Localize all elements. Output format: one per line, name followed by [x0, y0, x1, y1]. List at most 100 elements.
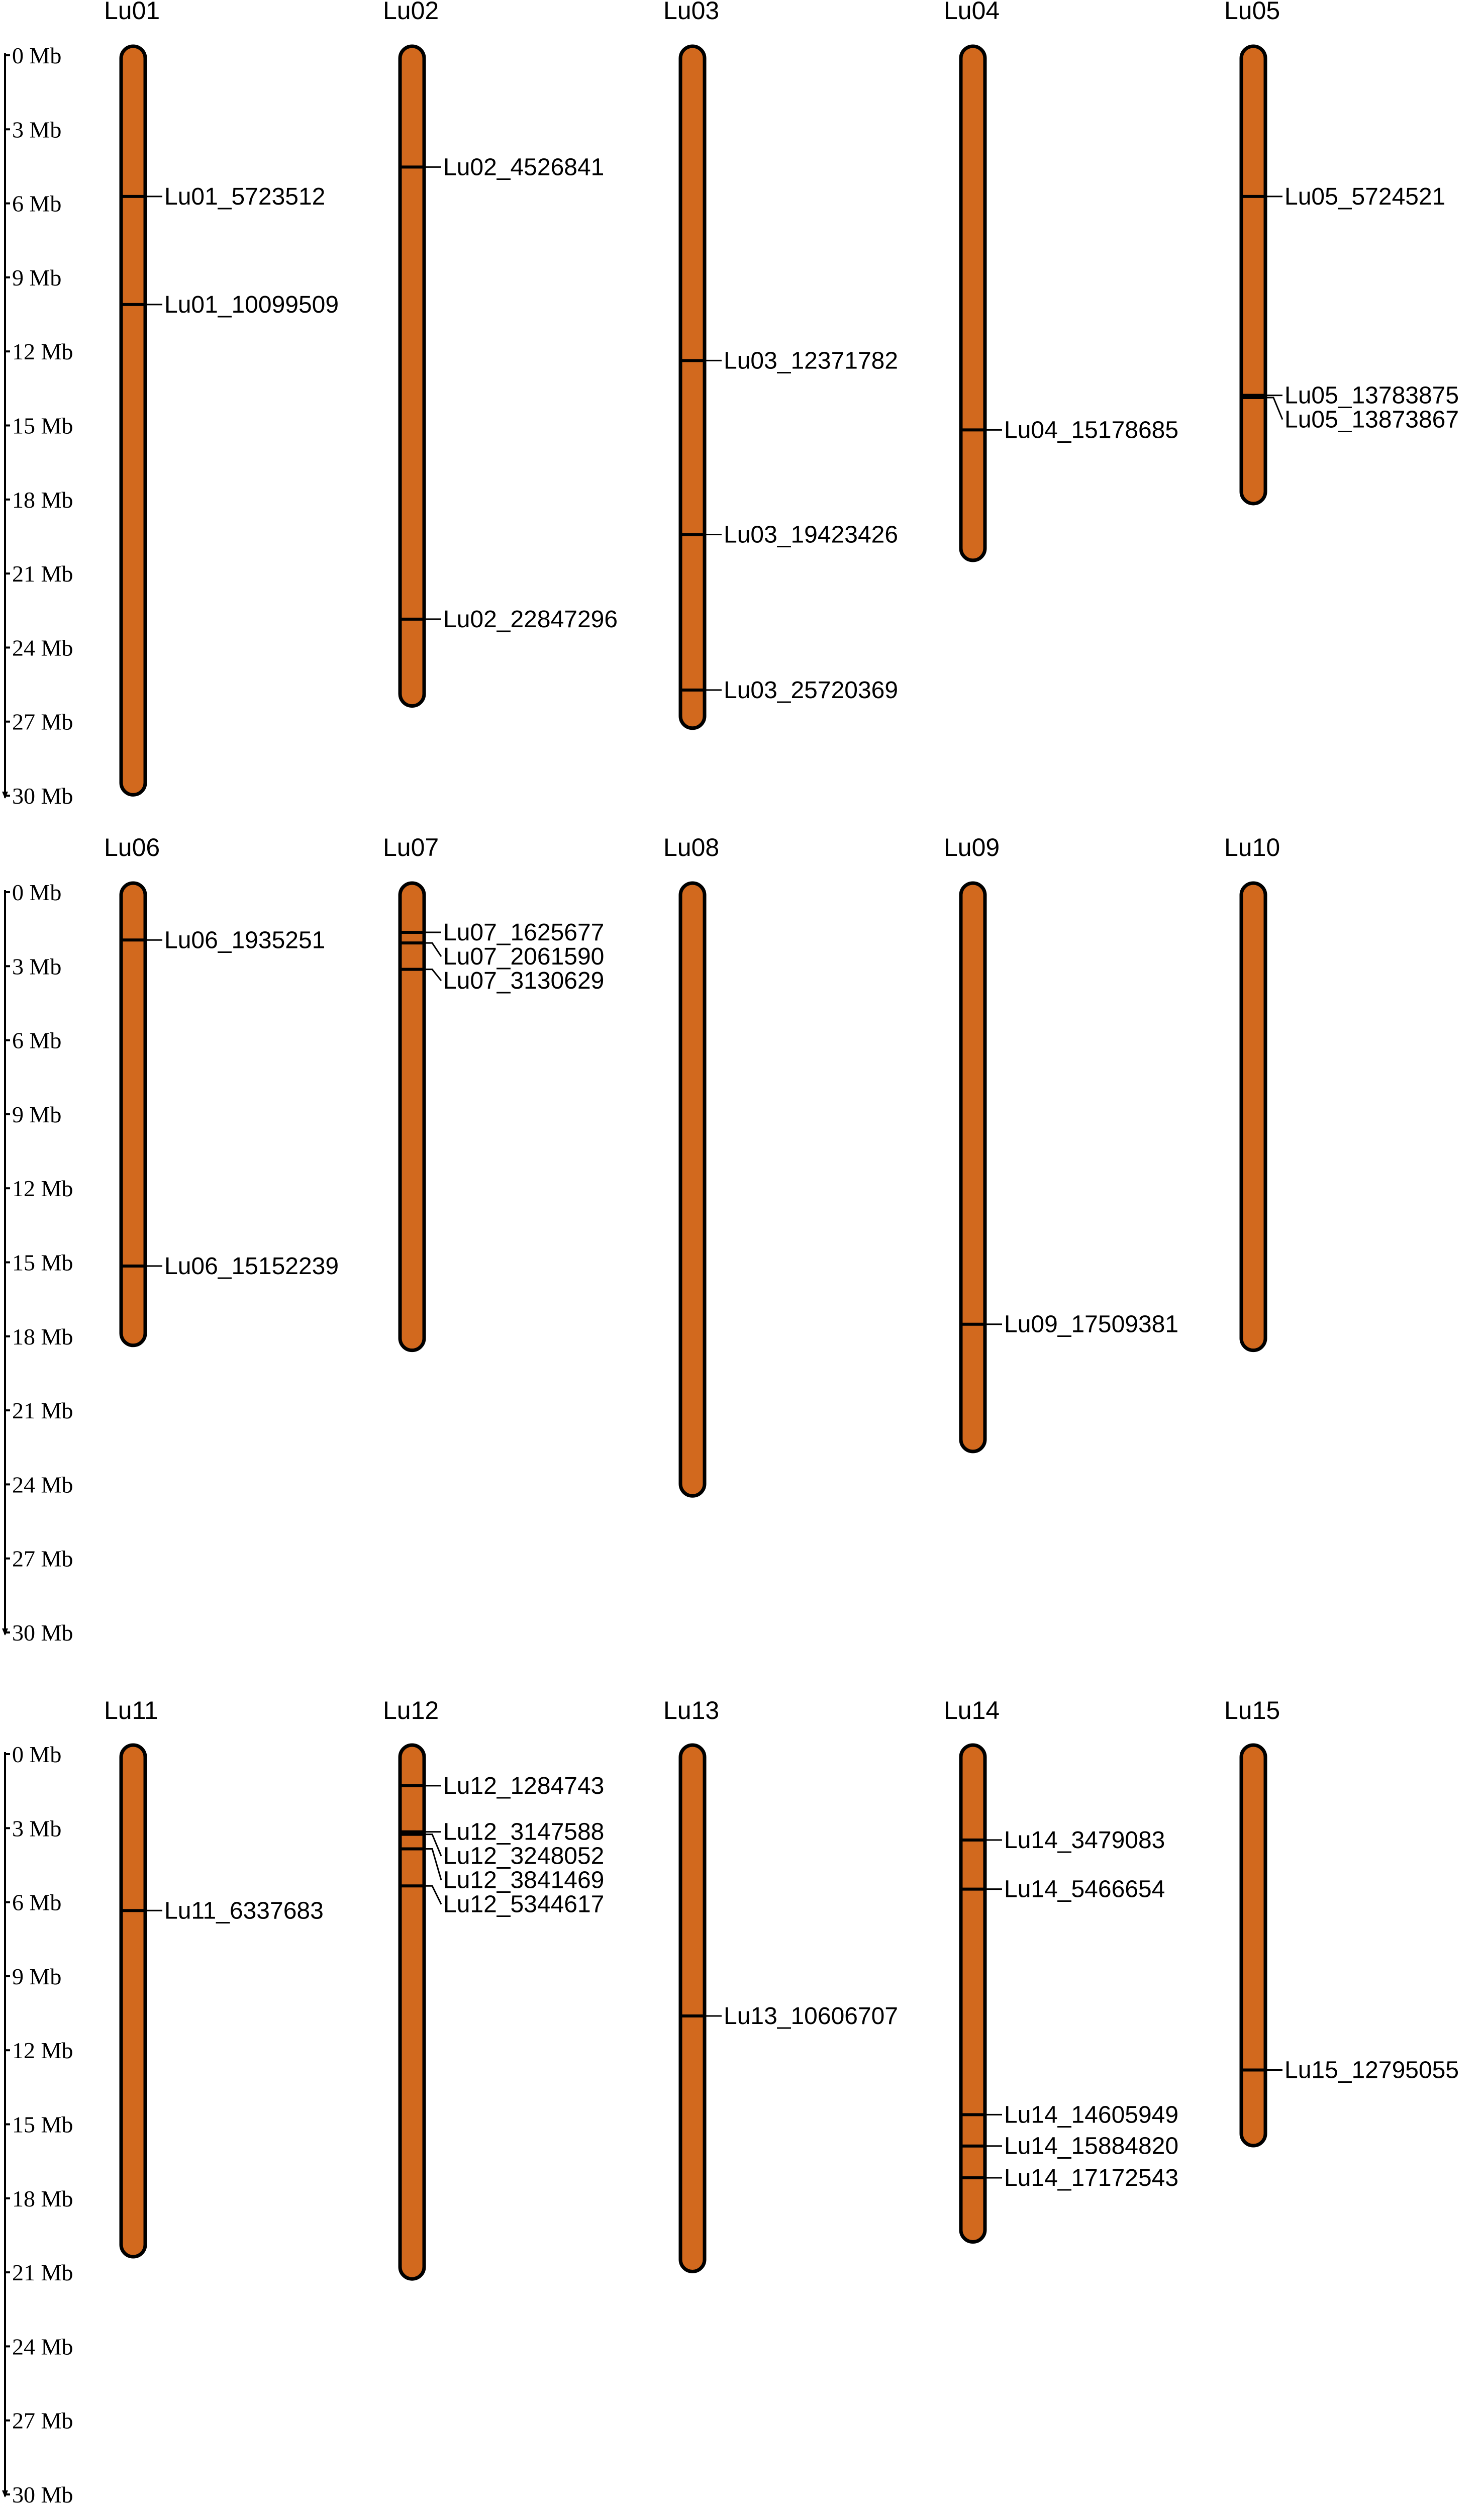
axis-tick-label: 6 Mb: [12, 1890, 61, 1915]
axis-tick-label: 18 Mb: [12, 2186, 73, 2211]
chromosome-lu03: Lu03 Lu03_12371782 Lu03_19423426 Lu03_25720…: [663, 0, 898, 730]
gene-label: Lu07_3130629: [443, 968, 604, 994]
chromosome-bar: [119, 1743, 147, 2259]
gene-label: Lu11_6337683: [164, 1897, 324, 1924]
gene-label: Lu07_2061590: [443, 943, 604, 970]
chromosome-bar: [959, 44, 987, 562]
axis-tick-label: 6 Mb: [12, 1028, 61, 1053]
axis-tick-label: 12 Mb: [12, 2038, 73, 2063]
axis-tick-label: 0 Mb: [12, 880, 61, 905]
axis-tick-label: 30 Mb: [12, 2482, 73, 2504]
chromosome-label: Lu08: [663, 833, 719, 861]
chromosome-lu10: Lu10: [1224, 833, 1280, 1353]
gene-label: Lu02_22847296: [443, 606, 618, 633]
gene-label: Lu12_3248052: [443, 1843, 604, 1870]
gene-label: Lu13_10606707: [724, 2003, 898, 2030]
chromosome-label: Lu11: [104, 1696, 158, 1724]
chromosome-lu01: Lu01 Lu01_5723512 Lu01_10099509: [104, 0, 339, 797]
axis-tick-label: 15 Mb: [12, 2112, 73, 2138]
gene-label: Lu14_3479083: [1004, 1827, 1165, 1854]
chromosome-label: Lu05: [1224, 0, 1280, 25]
chromosome-bar: [959, 1743, 987, 2244]
axis-tick-label: 18 Mb: [12, 487, 73, 513]
axis-tick-label: 15 Mb: [12, 1250, 73, 1276]
axis-tick-label: 27 Mb: [12, 709, 73, 735]
chromosome-bar: [678, 1743, 707, 2273]
chromosome-bar: [119, 44, 147, 797]
gene-leader-line: [424, 1885, 442, 1905]
chromosome-label: Lu07: [383, 833, 439, 861]
chromosome-bar: [959, 881, 987, 1454]
axis-tick-label: 3 Mb: [12, 953, 61, 979]
scale-axis: 0 Mb 3 Mb 6 Mb 9 Mb 12 Mb 15 Mb 18 Mb 21 Mb 24 M…: [2, 43, 73, 809]
chromosome-bar: [678, 44, 707, 730]
chromosome-lu08: Lu08: [663, 833, 719, 1498]
gene-label: Lu05_13783875: [1284, 382, 1459, 409]
gene-label: Lu09_17509381: [1004, 1311, 1178, 1338]
axis-tick-label: 24 Mb: [12, 1472, 73, 1497]
chromosome-lu11: Lu11 Lu11_6337683: [104, 1696, 324, 2259]
gene-label: Lu03_19423426: [724, 522, 898, 548]
gene-label: Lu14_5466654: [1004, 1876, 1165, 1903]
gene-leader-line: [1265, 397, 1283, 420]
axis-tick-label: 9 Mb: [12, 1964, 61, 1989]
chromosome-lu05: Lu05 Lu05_5724521 Lu05_13783875Lu05_138738…: [1224, 0, 1459, 506]
gene-label: Lu14_14605949: [1004, 2101, 1178, 2128]
gene-label: Lu01_10099509: [164, 292, 339, 318]
gene-label: Lu01_5723512: [164, 183, 325, 210]
chromosome-label: Lu06: [104, 833, 160, 861]
row-2: 0 Mb 3 Mb 6 Mb 9 Mb 12 Mb 15 Mb 18 Mb 21 Mb 24 M…: [2, 833, 1280, 1646]
axis-tick-label: 9 Mb: [12, 1102, 61, 1127]
gene-label: Lu15_12795055: [1284, 2057, 1459, 2083]
chromosome-bar: [398, 44, 426, 708]
chromosome-lu15: Lu15 Lu15_12795055: [1224, 1696, 1459, 2148]
axis-tick-label: 21 Mb: [12, 561, 73, 587]
chromosome-label: Lu13: [663, 1696, 719, 1724]
chromosome-lu09: Lu09 Lu09_17509381: [944, 833, 1178, 1454]
chromosome-bar: [1239, 44, 1267, 506]
gene-leader-line: [424, 1848, 442, 1881]
gene-label: Lu12_5344617: [443, 1891, 604, 1918]
axis-tick-label: 18 Mb: [12, 1324, 73, 1350]
gene-label: Lu07_1625677: [443, 919, 604, 946]
chromosome-label: Lu01: [104, 0, 160, 25]
gene-label: Lu02_4526841: [443, 154, 604, 180]
gene-label: Lu05_5724521: [1284, 183, 1445, 210]
axis-tick-label: 21 Mb: [12, 2260, 73, 2285]
chromosome-bar: [398, 1743, 426, 2281]
axis-tick-label: 6 Mb: [12, 191, 61, 217]
gene-label: Lu04_15178685: [1004, 417, 1178, 443]
axis-tick-label: 12 Mb: [12, 339, 73, 364]
chromosome-bar: [398, 881, 426, 1353]
axis-tick-label: 27 Mb: [12, 2408, 73, 2434]
gene-label: Lu14_15884820: [1004, 2133, 1178, 2160]
chromosome-label: Lu12: [383, 1696, 439, 1724]
chromosome-bar: [1239, 1743, 1267, 2148]
chromosome-lu13: Lu13 Lu13_10606707: [663, 1696, 898, 2273]
axis-tick-label: 0 Mb: [12, 43, 61, 68]
chromosome-bar: [678, 881, 707, 1498]
axis-tick-label: 15 Mb: [12, 413, 73, 439]
axis-tick-label: 21 Mb: [12, 1398, 73, 1423]
axis-tick-label: 12 Mb: [12, 1176, 73, 1201]
gene-label: Lu03_12371782: [724, 347, 898, 374]
chromosome-lu12: Lu12 Lu12_1284743 Lu12_3147588Lu12_3248052…: [383, 1696, 604, 2281]
chromosome-label: Lu02: [383, 0, 439, 25]
axis-tick-label: 24 Mb: [12, 635, 73, 660]
axis-tick-label: 3 Mb: [12, 117, 61, 142]
scale-axis: 0 Mb 3 Mb 6 Mb 9 Mb 12 Mb 15 Mb 18 Mb 21 Mb 24 M…: [2, 880, 73, 1646]
axis-tick-label: 0 Mb: [12, 1742, 61, 1767]
chromosome-lu06: Lu06 Lu06_1935251 Lu06_15152239: [104, 833, 339, 1347]
axis-tick-label: 30 Mb: [12, 1620, 73, 1646]
gene-label: Lu12_3147588: [443, 1819, 604, 1846]
gene-leader-line: [424, 1834, 442, 1857]
gene-label: Lu14_17172543: [1004, 2165, 1178, 2191]
chromosome-lu14: Lu14 Lu14_3479083 Lu14_5466654 Lu14_1460594…: [944, 1696, 1178, 2244]
row-1: 0 Mb 3 Mb 6 Mb 9 Mb 12 Mb 15 Mb 18 Mb 21 Mb 24 M…: [2, 0, 1459, 809]
chromosome-lu04: Lu04 Lu04_15178685: [944, 0, 1178, 562]
gene-leader-line: [424, 942, 442, 957]
gene-leader-line: [424, 969, 442, 981]
chromosome-label: Lu09: [944, 833, 1000, 861]
